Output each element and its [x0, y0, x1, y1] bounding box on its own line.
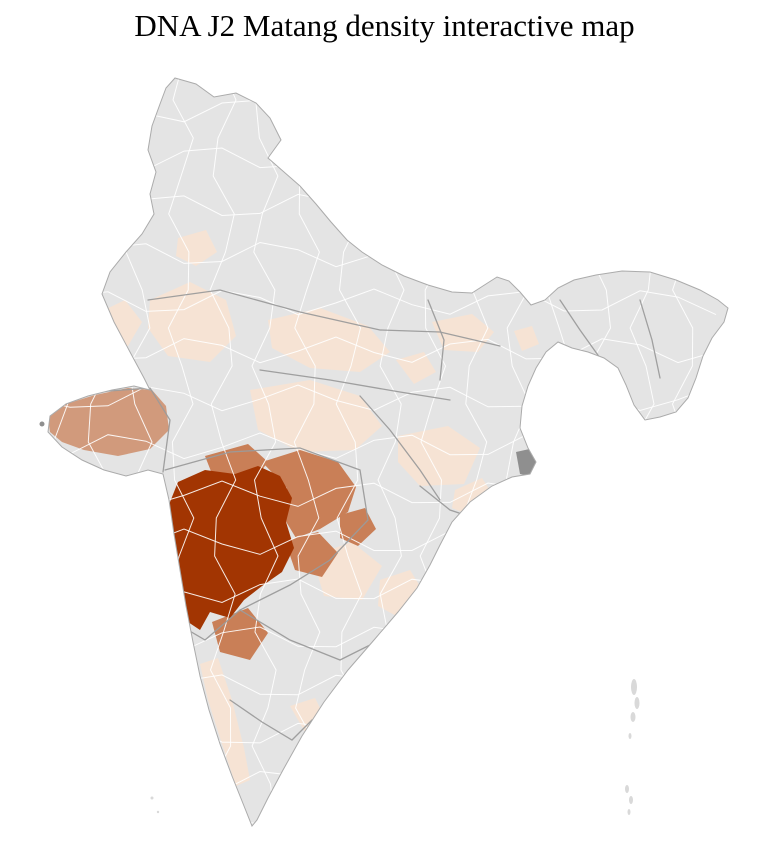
district-boundary-line [48, 336, 717, 364]
state-boundary [259, 369, 451, 401]
district-boundary-line [293, 78, 321, 823]
district-boundary-line [629, 78, 657, 823]
district-boundary-line [713, 78, 728, 823]
medium-density-region[interactable] [212, 608, 268, 660]
low-density-region[interactable] [176, 230, 217, 266]
andaman-island[interactable] [630, 712, 636, 722]
andaman-island[interactable] [628, 733, 632, 739]
nicobar-island[interactable] [625, 785, 629, 793]
low-density-region[interactable] [200, 658, 250, 786]
district-boundary-line [671, 78, 699, 823]
nicobar-island[interactable] [629, 796, 633, 804]
state-boundary [639, 299, 661, 379]
state-boundary [229, 699, 313, 741]
state-boundary [147, 289, 501, 347]
india-landmass [48, 78, 728, 826]
district-boundary-line [48, 96, 717, 124]
district-boundary-line [209, 78, 237, 823]
medium-low-density-region[interactable] [48, 388, 169, 456]
coast-specks [39, 421, 45, 427]
district-boundary-line [48, 144, 717, 172]
nicobar-island[interactable] [627, 809, 631, 815]
india-outline [47, 77, 729, 827]
coast-speck [39, 421, 45, 427]
low-density-region[interactable] [398, 426, 480, 486]
district-boundary-line [48, 720, 717, 748]
state-boundary [94, 387, 171, 473]
low-density-region[interactable] [250, 380, 382, 452]
state-boundary [359, 395, 441, 501]
state-boundary [239, 609, 381, 661]
medium-low-density-regions [48, 388, 169, 456]
district-boundary-line [48, 672, 717, 700]
state-boundary [164, 447, 369, 641]
low-density-region[interactable] [148, 282, 236, 362]
low-density-region[interactable] [432, 314, 494, 352]
medium-density-region[interactable] [285, 532, 338, 577]
islands [150, 679, 640, 815]
andaman-island[interactable] [634, 697, 640, 709]
district-boundary-line [48, 816, 717, 826]
map-title: DNA J2 Matang density interactive map [134, 8, 635, 43]
state-boundaries [94, 289, 661, 741]
lakshadweep-island[interactable] [156, 810, 160, 814]
state-boundary [559, 299, 601, 359]
andaman-island[interactable] [631, 679, 637, 695]
district-boundary-line [48, 192, 717, 220]
high-density-region[interactable] [170, 466, 294, 630]
low-density-region[interactable] [452, 478, 495, 516]
district-boundary-line [587, 78, 615, 823]
district-boundary-line [48, 768, 717, 796]
low-density-region[interactable] [514, 326, 539, 351]
district-boundary-line [545, 78, 573, 823]
district-boundary-line [48, 288, 717, 316]
district-boundary-line [251, 78, 279, 823]
state-boundary [427, 299, 445, 381]
high-density-regions [170, 466, 294, 630]
low-density-region[interactable] [396, 352, 436, 384]
lakshadweep-island[interactable] [150, 796, 154, 800]
